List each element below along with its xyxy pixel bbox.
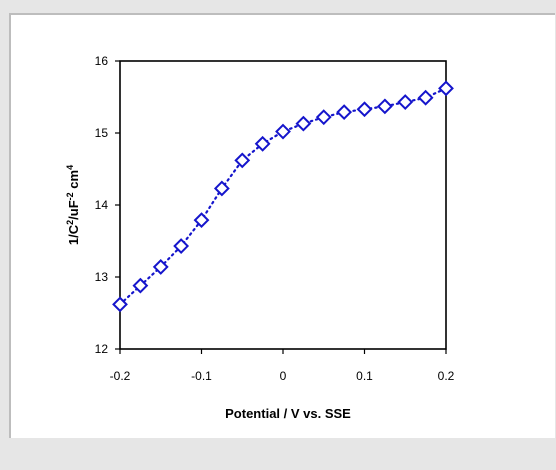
y-tick-label: 15 xyxy=(95,126,109,140)
y-axis-title-part: 2 xyxy=(65,220,75,225)
x-tick-label: 0 xyxy=(280,369,287,383)
y-axis-title-part: 1/C xyxy=(66,224,81,245)
data-point xyxy=(193,212,210,229)
data-point xyxy=(152,259,169,275)
data-point xyxy=(275,123,291,140)
x-axis-title: Potential / V vs. SSE xyxy=(225,406,351,421)
y-tick-label: 12 xyxy=(95,342,109,356)
chart-panel xyxy=(9,13,555,438)
series-line xyxy=(118,87,448,306)
data-point xyxy=(356,101,373,118)
y-tick-label: 14 xyxy=(95,198,109,212)
data-point xyxy=(213,180,230,197)
y-tick-label: 16 xyxy=(95,54,109,68)
data-point xyxy=(173,238,190,254)
data-point xyxy=(336,104,353,121)
y-axis-title-part: -2 xyxy=(65,192,75,200)
data-point xyxy=(132,277,149,294)
y-axis-title-part: /uF xyxy=(66,200,81,220)
y-axis-title-part: cm xyxy=(66,170,81,192)
data-point xyxy=(315,109,332,126)
x-tick-label: 0.2 xyxy=(438,369,455,383)
y-axis-title-part: 4 xyxy=(65,165,75,170)
data-point xyxy=(438,80,454,97)
plot-layer: -0.2 -0.1 0 0.1 0.2 12 13 14 15 16 Potential / V v… xyxy=(65,54,455,421)
x-tick-label: -0.2 xyxy=(110,369,131,383)
data-point xyxy=(417,89,434,106)
x-tick-label: 0.1 xyxy=(356,369,373,383)
data-point xyxy=(376,98,393,115)
data-point xyxy=(295,115,312,132)
x-tick-label: -0.1 xyxy=(191,369,212,383)
data-point xyxy=(397,94,414,110)
y-axis-title: 1/C2/uF-2 cm4 xyxy=(65,165,81,245)
data-point xyxy=(254,135,271,152)
y-tick-label: 13 xyxy=(95,270,109,284)
data-point xyxy=(112,296,128,313)
data-point xyxy=(234,152,251,169)
